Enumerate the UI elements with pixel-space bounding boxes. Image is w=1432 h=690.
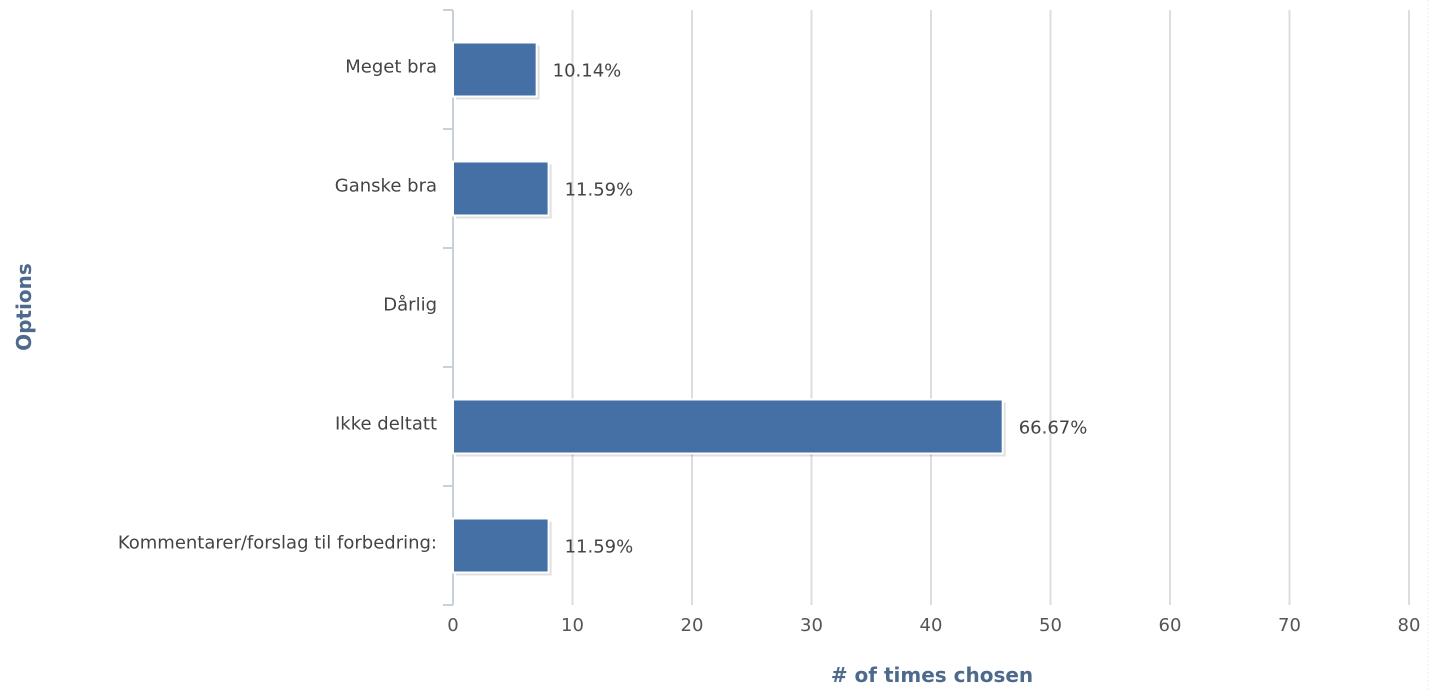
- axes: [443, 9, 454, 606]
- category-label-1: Ganske bra: [335, 176, 437, 197]
- x-tick-label-70: 70: [1278, 615, 1301, 636]
- category-label-2: Dårlig: [383, 295, 437, 316]
- y-axis-title: Options: [12, 263, 36, 351]
- x-axis-title: # of times chosen: [831, 663, 1033, 687]
- gridlines: [571, 0, 1429, 690]
- category-label-0: Meget bra: [345, 57, 437, 78]
- data-label-4: 11.59%: [565, 537, 634, 558]
- x-tick-label-30: 30: [800, 615, 823, 636]
- category-label-4: Kommentarer/forslag til forbedring:: [118, 533, 437, 554]
- category-label-3: Ikke deltatt: [335, 414, 437, 435]
- labels: 0 10 20 30 40 50 60 70 80 Meget bra 10.14% Ganske b…: [118, 57, 1421, 637]
- x-tick-label-60: 60: [1159, 615, 1182, 636]
- data-label-3: 66.67%: [1019, 418, 1088, 439]
- x-tick-label-40: 40: [920, 615, 943, 636]
- x-tick-label-0: 0: [447, 615, 458, 636]
- x-tick-label-20: 20: [681, 615, 704, 636]
- data-label-1: 11.59%: [565, 180, 634, 201]
- bar-4: [452, 517, 550, 574]
- bars: [452, 41, 1006, 576]
- x-tick-label-10: 10: [561, 615, 584, 636]
- bar-0: [452, 41, 538, 98]
- bar-3: [452, 398, 1004, 455]
- x-tick-label-50: 50: [1039, 615, 1062, 636]
- data-label-0: 10.14%: [553, 61, 622, 82]
- bar-1: [452, 160, 550, 217]
- x-tick-label-80: 80: [1398, 615, 1421, 636]
